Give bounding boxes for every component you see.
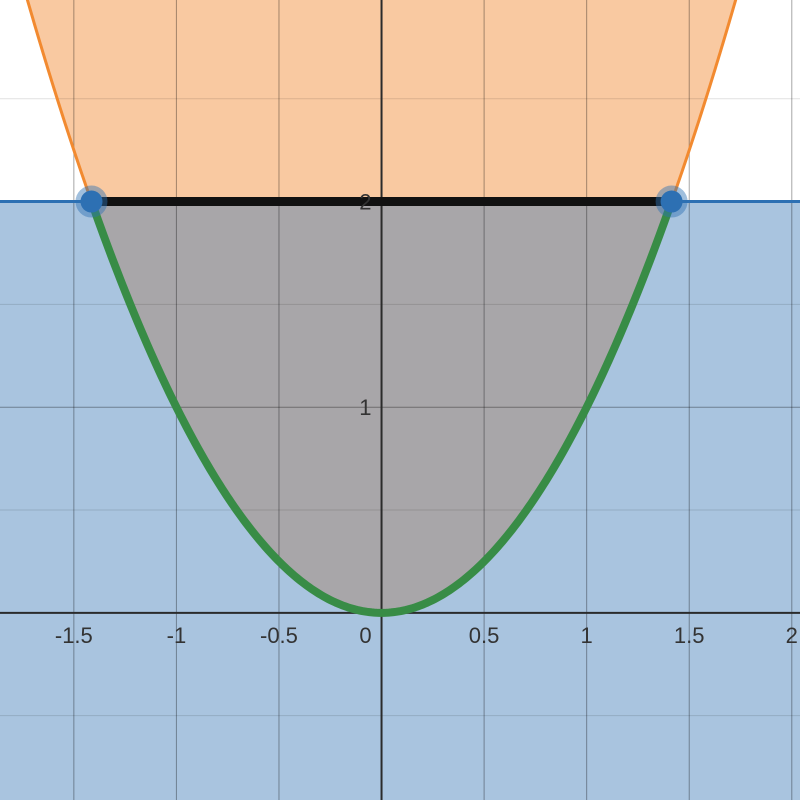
intersection-point-left[interactable]: [80, 190, 103, 213]
x-tick-label: 1.5: [674, 623, 705, 648]
x-tick-label: -1.5: [55, 623, 93, 648]
y-tick-label: 1: [359, 395, 371, 420]
x-tick-label: -1: [167, 623, 187, 648]
parabola-curve-left[interactable]: [17, 0, 93, 203]
parabola-curve-right[interactable]: [670, 0, 746, 203]
x-tick-label: 1: [581, 623, 593, 648]
x-tick-label: 2: [786, 623, 798, 648]
parabola-segment-green[interactable]: [87, 197, 676, 617]
x-tick-label: 0: [359, 623, 371, 648]
x-tick-label: -0.5: [260, 623, 298, 648]
x-tick-label: 0.5: [469, 623, 500, 648]
y-tick-label: 2: [359, 190, 371, 215]
intersection-point-right[interactable]: [660, 190, 683, 213]
